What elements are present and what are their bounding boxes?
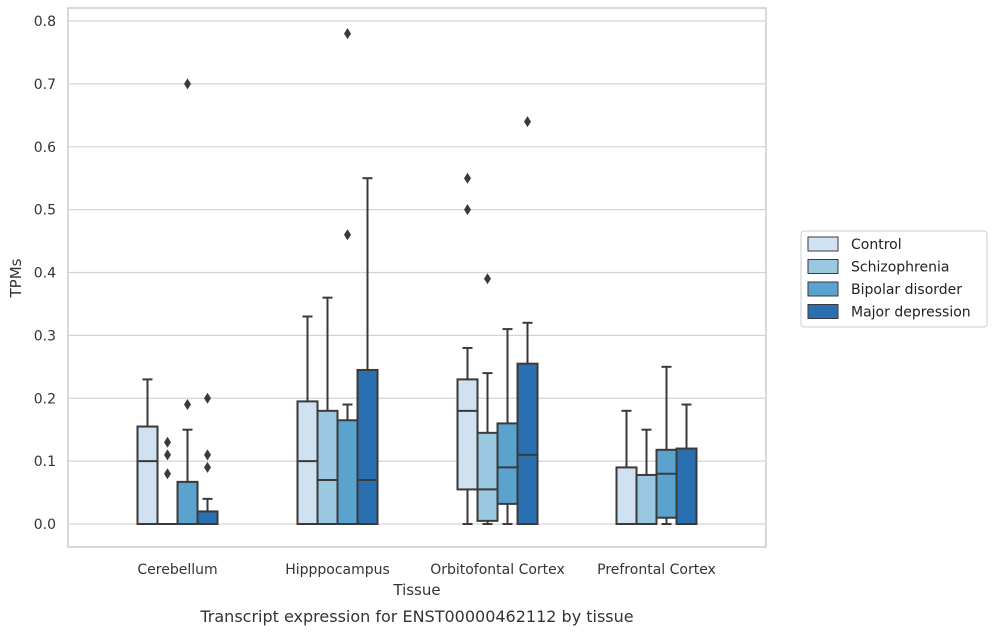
x-tick-label-orbitofontal-cortex: Orbitofontal Cortex (430, 562, 565, 578)
box-major-depression-cerebellum (196, 392, 219, 525)
box-iqr (356, 368, 379, 525)
box-bipolar-disorder-orbitofontal-cortex (496, 328, 519, 525)
box-bipolar-disorder-prefrontal-cortex (655, 365, 678, 525)
y-tick-label: 0.3 (34, 328, 56, 344)
legend-swatch (807, 281, 839, 297)
outlier-point (204, 449, 211, 461)
box-iqr (336, 419, 359, 526)
legend-label: Schizophrenia (851, 260, 949, 276)
outlier-point (344, 28, 351, 40)
box-bipolar-disorder-hipppocampus (336, 28, 359, 526)
box-iqr (496, 422, 519, 505)
plot-area-frame (67, 7, 767, 548)
box-schizophrenia-hipppocampus (316, 296, 339, 526)
y-tick-label: 0.6 (34, 140, 56, 156)
y-tick-label: 0.8 (34, 14, 56, 30)
box-control-orbitofontal-cortex (456, 172, 479, 525)
box-major-depression-hipppocampus (356, 177, 379, 525)
legend-item-control: Control (807, 236, 902, 253)
legend: Control Schizophrenia Bipolar disorder Majo… (800, 230, 988, 328)
outlier-point (204, 461, 211, 473)
outlier-point (344, 229, 351, 241)
y-axis-label: TPMs (7, 258, 25, 298)
box-iqr (516, 362, 539, 526)
y-tick-label: 0.2 (34, 391, 56, 407)
box-iqr (296, 400, 319, 525)
box-control-prefrontal-cortex (615, 409, 638, 526)
box-iqr (176, 480, 199, 525)
x-axis-label: Tissue (392, 581, 440, 599)
legend-swatch (807, 259, 839, 274)
outlier-point (164, 449, 171, 461)
box-iqr (655, 448, 678, 519)
legend-item-major-depression: Major depression (807, 304, 971, 321)
box-control-hipppocampus (296, 315, 319, 525)
chart-caption: Transcript expression for ENST0000046211… (199, 607, 633, 626)
legend-label: Bipolar disorder (851, 282, 962, 298)
box-iqr (615, 466, 638, 526)
box-iqr (675, 447, 698, 525)
x-tick-label-cerebellum: Cerebellum (137, 562, 217, 578)
box-iqr (316, 409, 339, 526)
box-iqr (136, 425, 159, 526)
outlier-point (484, 273, 491, 285)
outlier-point (184, 78, 191, 90)
y-tick-label: 0.1 (34, 454, 56, 470)
legend-item-schizophrenia: Schizophrenia (807, 259, 949, 276)
legend-frame (800, 230, 988, 328)
box-major-depression-prefrontal-cortex (675, 403, 698, 525)
box-schizophrenia-cerebellum (156, 436, 179, 526)
x-tick-labels: Cerebellum Hipppocampus Orbitofontal Corte… (137, 562, 715, 578)
box-iqr (456, 378, 479, 491)
outlier-point (464, 172, 471, 184)
legend-item-bipolar-disorder: Bipolar disorder (807, 281, 962, 298)
box-iqr (635, 473, 658, 525)
box-bipolar-disorder-cerebellum (176, 78, 199, 525)
outlier-point (184, 399, 191, 411)
box-control-cerebellum (136, 378, 159, 526)
legend-swatch (807, 236, 839, 252)
outlier-point (464, 204, 471, 216)
outlier-point (164, 436, 171, 448)
box-iqr (196, 510, 219, 525)
outlier-point (164, 468, 171, 480)
legend-label: Major depression (851, 305, 971, 321)
y-tick-labels: 0.0 0.1 0.2 0.3 0.4 0.5 0.6 0.7 0.8 (34, 14, 56, 533)
y-tick-label: 0.0 (34, 517, 56, 533)
y-tick-label: 0.5 (34, 203, 56, 219)
x-tick-label-hipppocampus: Hipppocampus (285, 562, 390, 578)
x-tick-label-prefrontal-cortex: Prefrontal Cortex (597, 562, 716, 578)
box-layer (136, 28, 698, 526)
legend-label: Control (851, 237, 902, 253)
y-tick-label: 0.4 (34, 266, 56, 282)
legend-swatch (807, 304, 839, 319)
outlier-point (524, 116, 531, 128)
box-schizophrenia-prefrontal-cortex (635, 428, 658, 525)
outlier-point (204, 392, 211, 404)
y-tick-label: 0.7 (34, 77, 56, 93)
box-major-depression-orbitofontal-cortex (516, 116, 539, 526)
grid-lines (68, 20, 766, 525)
box-iqr (476, 431, 499, 522)
